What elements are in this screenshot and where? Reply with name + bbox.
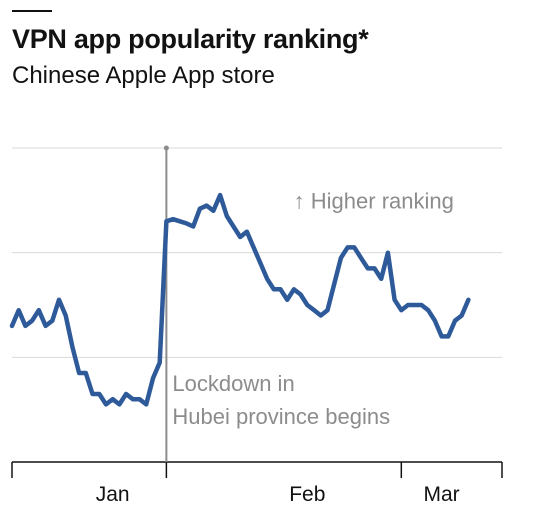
lockdown-annotation-line: Lockdown in <box>172 371 294 396</box>
accent-rule <box>12 10 52 12</box>
x-tick-label: Feb <box>289 483 325 506</box>
lockdown-annotation-line: Hubei province begins <box>172 404 390 429</box>
chart-subtitle: Chinese Apple App store <box>12 62 275 89</box>
x-tick-label: Jan <box>96 483 130 506</box>
series-layer <box>9 192 471 407</box>
lockdown-marker-dot <box>163 145 169 151</box>
chart-title: VPN app popularity ranking* <box>12 24 369 54</box>
annotation-layer: ↑ Higher ranking Lockdown in Hubei provinc… <box>163 145 454 462</box>
x-axis: Jan Feb Mar <box>11 461 503 506</box>
x-tick-label: Mar <box>424 483 460 506</box>
higher-ranking-annotation: ↑ Higher ranking <box>294 188 454 213</box>
ranking-series-line <box>9 192 471 407</box>
